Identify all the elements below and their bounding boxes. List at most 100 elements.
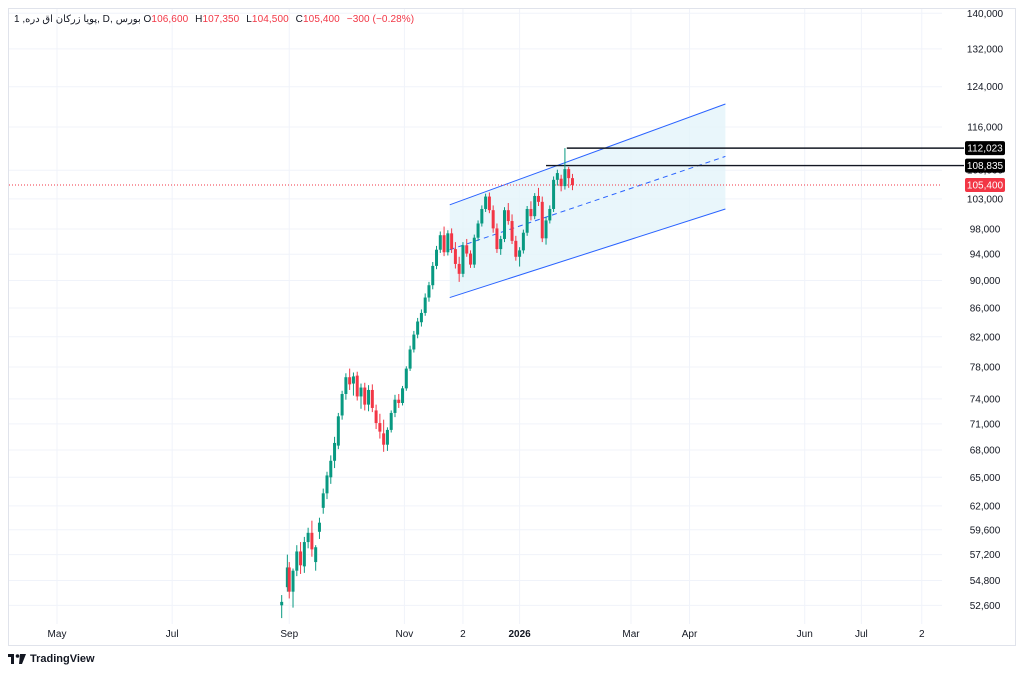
- candle-body: [533, 195, 537, 217]
- x-tick-label: Jun: [797, 629, 813, 640]
- x-tick-label: Nov: [396, 629, 414, 640]
- y-tick-label: 82,000: [970, 332, 1001, 343]
- candle-body: [310, 532, 314, 550]
- symbol-name[interactable]: 1 ,پویا زرکان اق دره, D, بورس: [14, 14, 141, 25]
- candle-body: [340, 394, 344, 416]
- candle-body: [285, 567, 289, 588]
- candle-body: [306, 532, 310, 543]
- candle-body: [299, 551, 303, 566]
- candle-body: [321, 493, 325, 508]
- y-tick-label: 62,000: [970, 501, 1001, 512]
- candle-body: [351, 376, 355, 384]
- x-tick-label: Mar: [622, 629, 640, 640]
- price-level-text: 112,023: [967, 144, 1003, 155]
- y-tick-label: 86,000: [970, 304, 1001, 315]
- price-level-text: 108,835: [967, 161, 1004, 172]
- candle-body: [518, 250, 522, 257]
- candle-body: [476, 223, 480, 238]
- y-tick-label: 78,000: [970, 363, 1001, 374]
- change-value: −300 (−0.28%): [346, 14, 415, 25]
- candle-body: [487, 196, 491, 211]
- x-tick-label: 2: [919, 629, 925, 640]
- candle-body: [555, 173, 559, 180]
- close-label: C: [295, 14, 303, 25]
- tradingview-brand[interactable]: TradingView: [8, 653, 95, 665]
- candle-body: [416, 321, 420, 335]
- candle-body: [563, 169, 567, 187]
- chart-frame: [8, 8, 1016, 646]
- candle-body: [472, 237, 476, 265]
- y-tick-label: 124,000: [967, 82, 1004, 93]
- y-tick-label: 59,600: [970, 525, 1001, 536]
- candle-body: [431, 265, 435, 286]
- y-tick-label: 68,000: [970, 446, 1001, 457]
- candle-body: [570, 178, 574, 185]
- y-tick-label: 103,000: [967, 194, 1004, 205]
- candle-body: [457, 263, 461, 274]
- candle-body: [536, 195, 540, 202]
- y-tick-label: 74,000: [970, 394, 1001, 405]
- close-value: 105,400: [303, 14, 340, 25]
- candle-body: [291, 570, 295, 592]
- candle-body: [480, 208, 484, 224]
- candle-body: [419, 312, 423, 323]
- candle-body: [333, 442, 337, 461]
- y-tick-label: 132,000: [967, 44, 1004, 55]
- y-tick-label: 140,000: [967, 9, 1004, 20]
- channel-lower-line: [449, 208, 726, 299]
- candle-body: [385, 429, 389, 445]
- x-tick-label: 2: [460, 629, 466, 640]
- candle-body: [295, 551, 299, 571]
- candle-body: [389, 412, 393, 430]
- candle-body: [514, 240, 518, 257]
- candle-body: [495, 228, 499, 250]
- candle-body: [287, 567, 291, 592]
- candle-body: [408, 349, 412, 369]
- candle-body: [336, 416, 340, 446]
- y-tick-label: 65,000: [970, 473, 1001, 484]
- candle-body: [567, 169, 571, 179]
- candle-body: [423, 297, 427, 313]
- y-tick-label: 57,200: [970, 550, 1001, 561]
- candle-body: [544, 220, 548, 239]
- y-tick-label: 52,600: [970, 601, 1001, 612]
- candle-body: [355, 375, 359, 397]
- candle-body: [329, 460, 333, 478]
- candle-body: [461, 245, 465, 274]
- y-tick-label: 116,000: [967, 123, 1003, 134]
- candle-body: [540, 201, 544, 239]
- candle-body: [453, 249, 457, 264]
- candle-body: [317, 522, 321, 532]
- price-level-badge: [965, 141, 1005, 156]
- price-level-badge: [965, 158, 1005, 173]
- candle-body: [525, 208, 529, 233]
- y-tick-label: 94,000: [970, 250, 1001, 261]
- candle-body: [404, 368, 408, 389]
- x-tick-label: May: [48, 629, 67, 640]
- candle-body: [359, 387, 363, 397]
- candle-body: [393, 399, 397, 413]
- candle-body: [491, 210, 495, 229]
- candle-body: [280, 601, 284, 606]
- candle-body: [484, 196, 488, 209]
- channel-upper-line: [449, 103, 726, 206]
- y-tick-label: 98,000: [970, 225, 1001, 236]
- candle-body: [446, 233, 450, 253]
- candle-body: [510, 221, 514, 241]
- candle-body: [559, 178, 563, 187]
- candle-body: [502, 210, 506, 239]
- candle-body: [427, 285, 431, 298]
- candle-body: [302, 542, 306, 567]
- candle-body: [506, 210, 510, 222]
- candle-body: [314, 547, 318, 563]
- candle-body: [521, 232, 525, 251]
- candle-body: [469, 253, 473, 265]
- candle-body: [442, 235, 446, 253]
- candle-body: [465, 245, 469, 254]
- candle-body: [435, 249, 439, 266]
- tradingview-logo-icon: [8, 654, 26, 664]
- symbol-legend[interactable]: 1 ,پویا زرکان اق دره, D, بورس O106,600 H…: [14, 14, 418, 25]
- open-value: 106,600: [151, 14, 189, 25]
- candle-body: [348, 377, 352, 385]
